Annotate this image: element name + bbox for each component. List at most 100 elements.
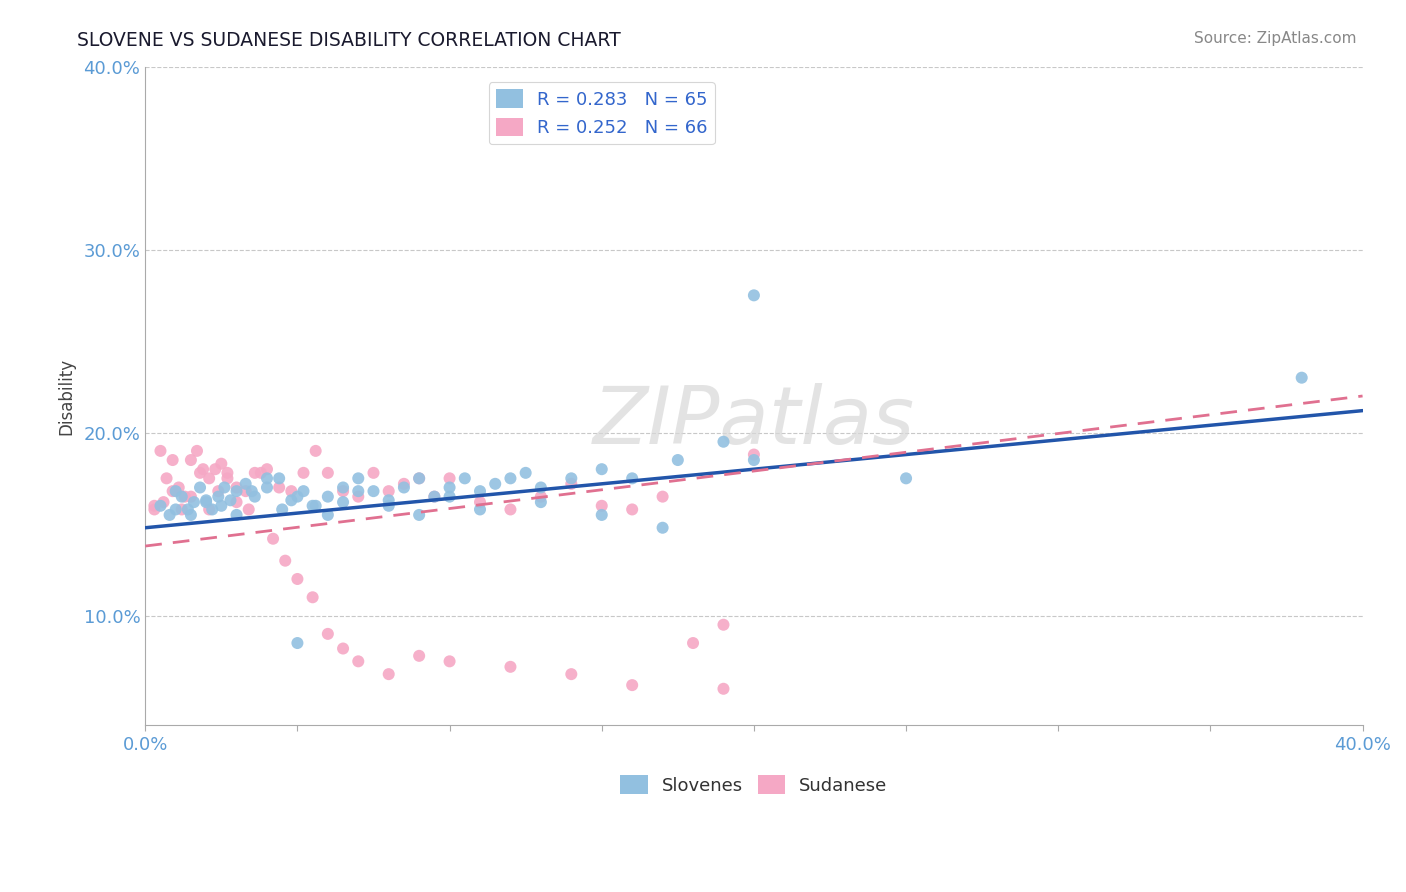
Point (439, 481, 461, 495)
Point (468, 502, 491, 516)
Point (408, 471, 430, 485)
Point (188, 481, 211, 495)
Point (621, 678, 644, 692)
Point (651, 521, 673, 535)
Point (305, 443, 328, 458)
Point (363, 484, 385, 499)
Point (198, 502, 221, 516)
Point (454, 471, 477, 485)
Point (651, 490, 673, 504)
Point (177, 502, 200, 516)
Point (274, 554, 297, 568)
Point (152, 495, 174, 509)
Text: SLOVENE VS SUDANESE DISABILITY CORRELATION CHART: SLOVENE VS SUDANESE DISABILITY CORRELATI… (77, 31, 621, 50)
Point (162, 453, 184, 467)
Point (515, 466, 537, 480)
Point (240, 484, 263, 499)
Point (201, 502, 224, 516)
Point (621, 471, 644, 485)
Point (225, 481, 247, 495)
Point (392, 481, 415, 495)
Point (198, 471, 221, 485)
Point (363, 466, 385, 480)
Point (238, 502, 260, 516)
Point (162, 484, 184, 499)
Point (235, 484, 257, 499)
Point (269, 481, 291, 495)
Point (269, 471, 291, 485)
Point (347, 654, 370, 668)
Point (332, 641, 354, 656)
Point (894, 471, 917, 485)
Point (530, 481, 553, 495)
Point (225, 484, 247, 499)
Point (173, 490, 195, 504)
Point (256, 481, 278, 495)
Point (408, 648, 430, 663)
Point (332, 495, 354, 509)
Point (742, 288, 765, 302)
Point (287, 636, 309, 650)
Point (225, 495, 247, 509)
Point (165, 484, 187, 499)
Point (149, 499, 172, 513)
Point (423, 490, 446, 504)
Point (713, 434, 735, 449)
Point (560, 471, 582, 485)
Point (301, 499, 323, 513)
Point (305, 499, 328, 513)
Point (377, 484, 399, 499)
Point (165, 502, 187, 516)
Point (377, 499, 399, 513)
Point (167, 481, 190, 495)
Point (1291, 370, 1313, 384)
Point (713, 617, 735, 632)
Point (742, 448, 765, 462)
Point (256, 471, 278, 485)
Point (225, 508, 247, 522)
Point (621, 502, 644, 516)
Point (250, 466, 273, 480)
Point (256, 462, 278, 476)
Point (377, 493, 399, 508)
Point (332, 484, 354, 499)
Point (149, 443, 172, 458)
Point (209, 499, 232, 513)
Point (439, 490, 461, 504)
Point (188, 466, 211, 480)
Text: ZIPatlas: ZIPatlas (593, 384, 915, 461)
Point (316, 508, 339, 522)
Point (262, 532, 284, 546)
Point (195, 493, 218, 508)
Point (742, 453, 765, 467)
Point (377, 667, 399, 681)
Text: Source: ZipAtlas.com: Source: ZipAtlas.com (1194, 31, 1357, 46)
Point (195, 495, 218, 509)
Point (207, 490, 229, 504)
Point (392, 476, 415, 491)
Point (423, 490, 446, 504)
Point (180, 490, 202, 504)
Point (191, 462, 214, 476)
Point (530, 495, 553, 509)
Point (217, 471, 239, 485)
Point (287, 490, 309, 504)
Point (408, 471, 430, 485)
Point (682, 636, 704, 650)
Point (243, 490, 266, 504)
Point (347, 484, 370, 499)
Point (301, 591, 323, 605)
Y-axis label: Disability: Disability (58, 358, 75, 434)
Point (155, 471, 177, 485)
Point (204, 462, 226, 476)
Point (180, 508, 202, 522)
Point (292, 466, 315, 480)
Point (180, 453, 202, 467)
Point (408, 508, 430, 522)
Point (666, 453, 689, 467)
Point (468, 495, 491, 509)
Point (439, 471, 461, 485)
Point (207, 484, 229, 499)
Point (292, 484, 315, 499)
Point (530, 490, 553, 504)
